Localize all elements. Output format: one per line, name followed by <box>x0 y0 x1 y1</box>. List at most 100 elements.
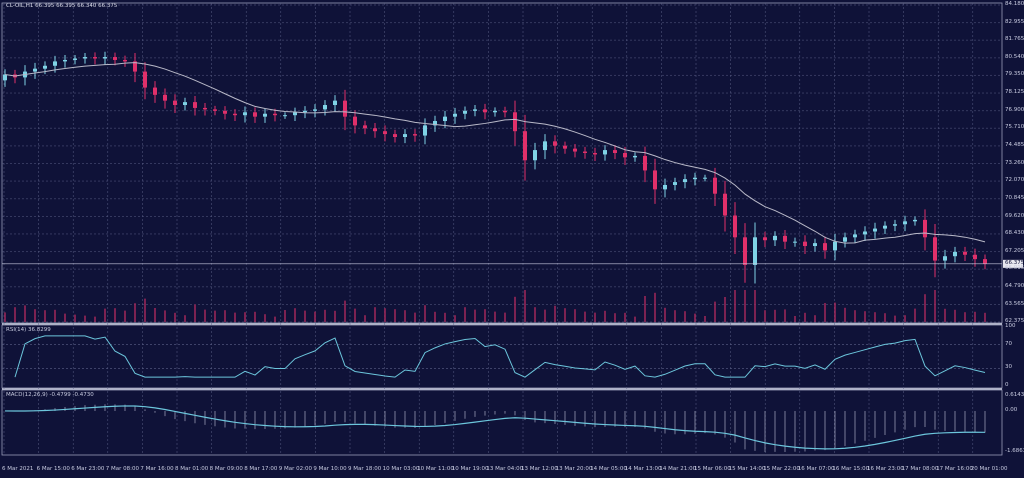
bear-candle <box>763 237 767 241</box>
main-panel-border <box>1 2 1003 324</box>
price-tick-label: 75.710 <box>1005 124 1024 131</box>
bear-candle <box>153 87 157 95</box>
bear-candle <box>413 134 417 136</box>
bear-candle <box>93 57 97 59</box>
time-tick-label: 8 Mar 01:00 <box>175 466 209 472</box>
bear-candle <box>383 131 387 135</box>
bull-candle <box>463 110 467 114</box>
price-tick-label: 74.485 <box>1005 141 1024 148</box>
time-tick-label: 15 Mar 22:00 <box>763 466 800 472</box>
bear-candle <box>273 113 277 116</box>
bull-candle <box>603 150 607 155</box>
bear-candle <box>173 100 177 106</box>
time-tick-label: 15 Mar 06:00 <box>694 466 731 472</box>
price-tick-label: 70.845 <box>1005 194 1024 201</box>
bear-candle <box>803 241 807 247</box>
bear-candle <box>373 128 377 132</box>
bear-candle <box>223 110 227 114</box>
rsi-tick-label: 0 <box>1005 382 1009 388</box>
bear-candle <box>553 141 557 146</box>
bear-candle <box>723 193 727 216</box>
bear-candle <box>583 151 587 153</box>
bull-candle <box>83 57 87 59</box>
bull-candle <box>943 256 947 261</box>
bull-candle <box>853 234 857 238</box>
time-tick-label: 6 Mar 2021 <box>2 466 34 472</box>
bear-candle <box>613 150 617 153</box>
time-tick-label: 9 Mar 18:00 <box>348 466 382 472</box>
macd-tick-label: -1.6863 <box>1005 448 1024 454</box>
price-tick-label: 63.565 <box>1005 300 1024 307</box>
rsi-tick-label: 100 <box>1005 323 1016 329</box>
bull-candle <box>793 241 797 243</box>
bull-candle <box>33 68 37 72</box>
price-tick-label: 73.260 <box>1005 159 1024 166</box>
rsi-tick-label: 70 <box>1005 340 1012 347</box>
time-tick-label: 13 Mar 04:00 <box>486 466 524 472</box>
price-tick-label: 72.070 <box>1005 177 1024 184</box>
time-tick-label: 14 Mar 13:00 <box>624 466 662 472</box>
bull-candle <box>543 141 547 151</box>
bull-candle <box>43 65 47 69</box>
bull-candle <box>3 74 7 81</box>
bull-candle <box>303 110 307 113</box>
price-tick-label: 69.620 <box>1005 212 1024 219</box>
bull-candle <box>473 109 477 111</box>
bull-candle <box>53 61 57 66</box>
price-tick-label: 82.955 <box>1005 18 1024 25</box>
time-tick-label: 9 Mar 02:00 <box>278 466 313 472</box>
bull-candle <box>883 225 887 229</box>
time-tick-label: 17 Mar 16:00 <box>936 466 973 472</box>
bear-candle <box>213 109 217 111</box>
bear-candle <box>353 116 357 126</box>
price-tick-label: 76.900 <box>1005 106 1024 113</box>
price-tick-label: 81.765 <box>1005 36 1024 43</box>
bull-candle <box>843 237 847 242</box>
bear-candle <box>923 219 927 238</box>
time-tick-label: 7 Mar 08:00 <box>105 466 140 472</box>
rsi-label: RSI(14) 36.8299 <box>6 327 51 333</box>
price-tick-label: 66.015 <box>1005 265 1024 272</box>
time-tick-label: 6 Mar 23:00 <box>71 466 105 472</box>
bear-candle <box>713 177 717 194</box>
time-tick-label: 6 Mar 15:00 <box>36 466 70 472</box>
bull-candle <box>703 177 707 179</box>
time-tick-label: 16 Mar 23:00 <box>867 466 904 472</box>
time-tick-label: 10 Mar 19:00 <box>451 466 489 472</box>
bull-candle <box>533 150 537 161</box>
bear-candle <box>643 155 647 171</box>
bear-candle <box>193 102 197 108</box>
price-tick-label: 67.205 <box>1005 247 1024 254</box>
bull-candle <box>873 228 877 232</box>
rsi-line <box>14 335 986 378</box>
bear-candle <box>973 254 977 260</box>
price-tick-label: 80.540 <box>1005 53 1024 60</box>
bear-candle <box>983 259 987 264</box>
bear-candle <box>523 131 527 161</box>
bull-candle <box>313 109 317 111</box>
bull-candle <box>673 182 677 185</box>
bear-candle <box>393 134 397 138</box>
macd-tick-label: 0.6143 <box>1005 392 1024 398</box>
price-tick-label: 64.790 <box>1005 282 1024 289</box>
bear-candle <box>963 251 967 255</box>
time-tick-label: 10 Mar 11:00 <box>417 466 454 472</box>
macd-panel-border <box>1 389 1003 456</box>
bull-candle <box>753 237 757 265</box>
time-tick-label: 7 Mar 16:00 <box>140 466 174 472</box>
bear-candle <box>593 152 597 155</box>
bull-candle <box>693 177 697 180</box>
bear-candle <box>513 112 517 132</box>
time-tick-label: 14 Mar 21:00 <box>659 466 697 472</box>
symbol-info: CL-OIL,H1 66.395 66.395 66.340 66.375 <box>6 3 118 9</box>
bull-candle <box>73 58 77 60</box>
bull-candle <box>183 102 187 106</box>
bear-candle <box>653 170 657 190</box>
time-tick-label: 13 Mar 12:00 <box>521 466 558 472</box>
bear-candle <box>363 125 367 129</box>
bear-candle <box>143 71 147 88</box>
time-tick-label: 16 Mar 07:00 <box>797 466 835 472</box>
bear-candle <box>573 148 577 152</box>
